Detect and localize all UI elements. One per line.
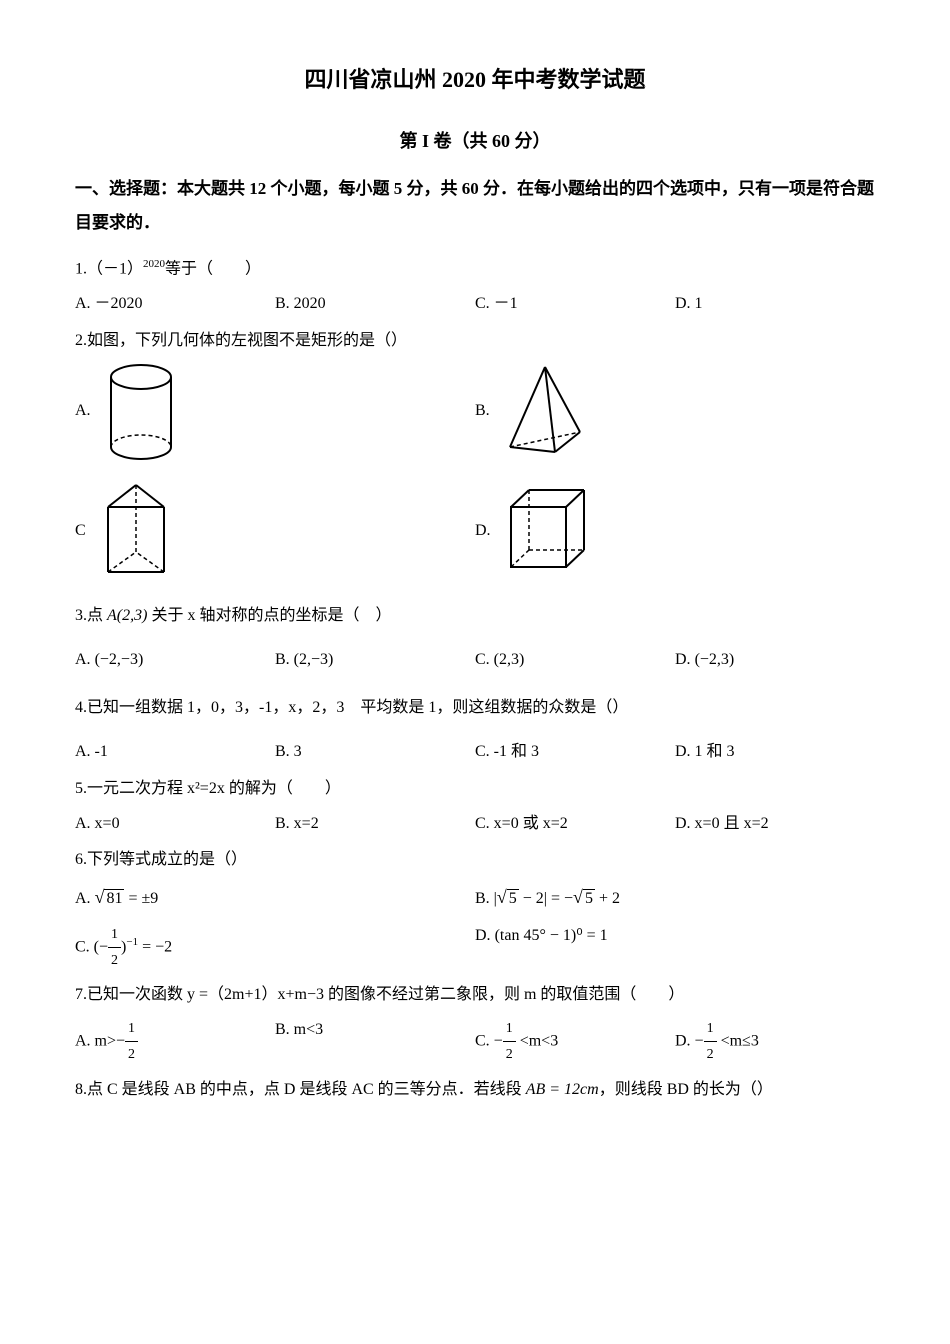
- q2-label-a: A.: [75, 397, 91, 426]
- q4-stem: 4.已知一组数据 1，0，3，-1，x，2，3 平均数是 1，则这组数据的众数是…: [75, 694, 875, 723]
- q6-d-pre: D.: [475, 927, 495, 944]
- q3-c-val: (2,3): [494, 651, 525, 668]
- q2-stem: 2.如图，下列几何体的左视图不是矩形的是（）: [75, 327, 875, 356]
- q2-option-d: D.: [475, 482, 875, 582]
- question-3: 3.点 A(2,3) 关于 x 轴对称的点的坐标是（ ） A. (−2,−3) …: [75, 602, 875, 675]
- q7-option-c: C. −12 <m<3: [475, 1016, 675, 1067]
- q6-c-frac: 12: [108, 922, 121, 973]
- q3-b-val: (2,−3): [294, 651, 334, 668]
- q3-stem: 3.点 A(2,3) 关于 x 轴对称的点的坐标是（ ）: [75, 602, 875, 631]
- q1-stem-tail: 等于（ ）: [165, 260, 261, 277]
- q1-option-b: B. 2020: [275, 290, 475, 319]
- q8-ab-val: AB = 12cm: [526, 1081, 599, 1098]
- q7-a-pre: A. m>−: [75, 1033, 125, 1050]
- instruction: 一、选择题：本大题共 12 个小题，每小题 5 分，共 60 分．在每小题给出的…: [75, 172, 875, 240]
- q2-figure-row-1: A. B.: [75, 362, 875, 462]
- q5-options: A. x=0 B. x=2 C. x=0 或 x=2 D. x=0 且 x=2: [75, 810, 875, 839]
- q3-stem-post: 关于 x 轴对称的点的坐标是（ ）: [147, 607, 391, 624]
- q2-option-a: A.: [75, 362, 475, 462]
- q6-option-b: B. |5 − 2| = −5 + 2: [475, 881, 875, 914]
- q7-d-pre: D. −: [675, 1033, 704, 1050]
- q2-option-b: B.: [475, 362, 875, 462]
- q3-option-a: A. (−2,−3): [75, 646, 275, 675]
- q6-options-row1: A. 81 = ±9 B. |5 − 2| = −5 + 2: [75, 881, 875, 914]
- q7-c-mid: <m<3: [516, 1033, 559, 1050]
- q7-option-b: B. m<3: [275, 1016, 475, 1067]
- question-2: 2.如图，下列几何体的左视图不是矩形的是（） A. B.: [75, 327, 875, 587]
- q2-label-d: D.: [475, 517, 491, 546]
- q3-a-val: (−2,−3): [95, 651, 144, 668]
- q4-options: A. -1 B. 3 C. -1 和 3 D. 1 和 3: [75, 738, 875, 767]
- q8-stem-post: ，则线段 BD 的长为（）: [599, 1081, 773, 1098]
- q3-option-b: B. (2,−3): [275, 646, 475, 675]
- q1-stem: 1.（－1）2020等于（ ）: [75, 255, 875, 284]
- cylinder-icon: [101, 362, 181, 462]
- q1-stem-text: 1.（－1）: [75, 260, 143, 277]
- q6-b-sqrt: 5: [497, 881, 519, 914]
- q3-b-label: B.: [275, 651, 294, 668]
- q3-c-label: C.: [475, 651, 494, 668]
- q7-stem: 7.已知一次函数 y =（2m+1）x+m−3 的图像不经过第二象限，则 m 的…: [75, 981, 875, 1010]
- q1-exponent: 2020: [143, 258, 165, 270]
- q3-stem-pre: 3.点: [75, 607, 107, 624]
- q5-option-d: D. x=0 且 x=2: [675, 810, 875, 839]
- q2-label-b: B.: [475, 397, 490, 426]
- q7-option-a: A. m>−12: [75, 1016, 275, 1067]
- q7-option-d: D. −12 <m≤3: [675, 1016, 875, 1067]
- q5-option-c: C. x=0 或 x=2: [475, 810, 675, 839]
- q6-options-row2: C. (−12)−1 = −2 D. (tan 45° − 1)⁰ = 1: [75, 922, 875, 973]
- q4-option-a: A. -1: [75, 738, 275, 767]
- q5-option-b: B. x=2: [275, 810, 475, 839]
- pyramid-icon: [500, 362, 590, 462]
- q7-c-pre: C. −: [475, 1033, 503, 1050]
- q6-a-pre: A.: [75, 890, 95, 907]
- q4-option-d: D. 1 和 3: [675, 738, 875, 767]
- q6-a-sqrt: 81: [95, 881, 125, 914]
- q1-option-a: A. －2020: [75, 290, 275, 319]
- q6-b-sqrt2: 5: [573, 881, 595, 914]
- question-4: 4.已知一组数据 1，0，3，-1，x，2，3 平均数是 1，则这组数据的众数是…: [75, 694, 875, 767]
- question-5: 5.一元二次方程 x²=2x 的解为（ ） A. x=0 B. x=2 C. x…: [75, 775, 875, 839]
- q4-option-c: C. -1 和 3: [475, 738, 675, 767]
- q7-a-frac: 12: [125, 1016, 138, 1067]
- q6-b-pre: B.: [475, 890, 494, 907]
- q6-option-a: A. 81 = ±9: [75, 881, 475, 914]
- q6-d-val: (tan 45° − 1)⁰ = 1: [495, 927, 608, 944]
- q7-d-mid: <m≤3: [717, 1033, 759, 1050]
- q3-options: A. (−2,−3) B. (2,−3) C. (2,3) D. (−2,3): [75, 646, 875, 675]
- cube-icon: [501, 482, 591, 582]
- q4-option-b: B. 3: [275, 738, 475, 767]
- q7-options: A. m>−12 B. m<3 C. −12 <m<3 D. −12 <m≤3: [75, 1016, 875, 1067]
- question-7: 7.已知一次函数 y =（2m+1）x+m−3 的图像不经过第二象限，则 m 的…: [75, 981, 875, 1067]
- prism-icon: [96, 477, 176, 587]
- q5-option-a: A. x=0: [75, 810, 275, 839]
- q6-option-c: C. (−12)−1 = −2: [75, 922, 475, 973]
- section-header: 第 I 卷（共 60 分）: [75, 125, 875, 157]
- q6-c-pre: C.: [75, 938, 94, 955]
- q8-stem: 8.点 C 是线段 AB 的中点，点 D 是线段 AC 的三等分点．若线段 AB…: [75, 1076, 875, 1105]
- question-6: 6.下列等式成立的是（） A. 81 = ±9 B. |5 − 2| = −5 …: [75, 846, 875, 973]
- question-1: 1.（－1）2020等于（ ） A. －2020 B. 2020 C. －1 D…: [75, 255, 875, 319]
- q3-d-label: D.: [675, 651, 695, 668]
- q3-option-c: C. (2,3): [475, 646, 675, 675]
- q7-c-frac: 12: [503, 1016, 516, 1067]
- q3-d-val: (−2,3): [695, 651, 735, 668]
- q1-option-c: C. －1: [475, 290, 675, 319]
- q2-option-c: C: [75, 477, 475, 587]
- q5-stem: 5.一元二次方程 x²=2x 的解为（ ）: [75, 775, 875, 804]
- q1-option-d: D. 1: [675, 290, 875, 319]
- q2-label-c: C: [75, 517, 86, 546]
- q1-options: A. －2020 B. 2020 C. －1 D. 1: [75, 290, 875, 319]
- q3-a-label: A.: [75, 651, 95, 668]
- q6-stem: 6.下列等式成立的是（）: [75, 846, 875, 875]
- question-8: 8.点 C 是线段 AB 的中点，点 D 是线段 AC 的三等分点．若线段 AB…: [75, 1076, 875, 1105]
- q8-stem-pre: 8.点 C 是线段 AB 的中点，点 D 是线段 AC 的三等分点．若线段: [75, 1081, 526, 1098]
- q6-option-d: D. (tan 45° − 1)⁰ = 1: [475, 922, 875, 973]
- q3-point: A(2,3): [107, 607, 147, 624]
- q2-figure-row-2: C D.: [75, 477, 875, 587]
- q3-option-d: D. (−2,3): [675, 646, 875, 675]
- q7-d-frac: 12: [704, 1016, 717, 1067]
- main-title: 四川省凉山州 2020 年中考数学试题: [75, 60, 875, 100]
